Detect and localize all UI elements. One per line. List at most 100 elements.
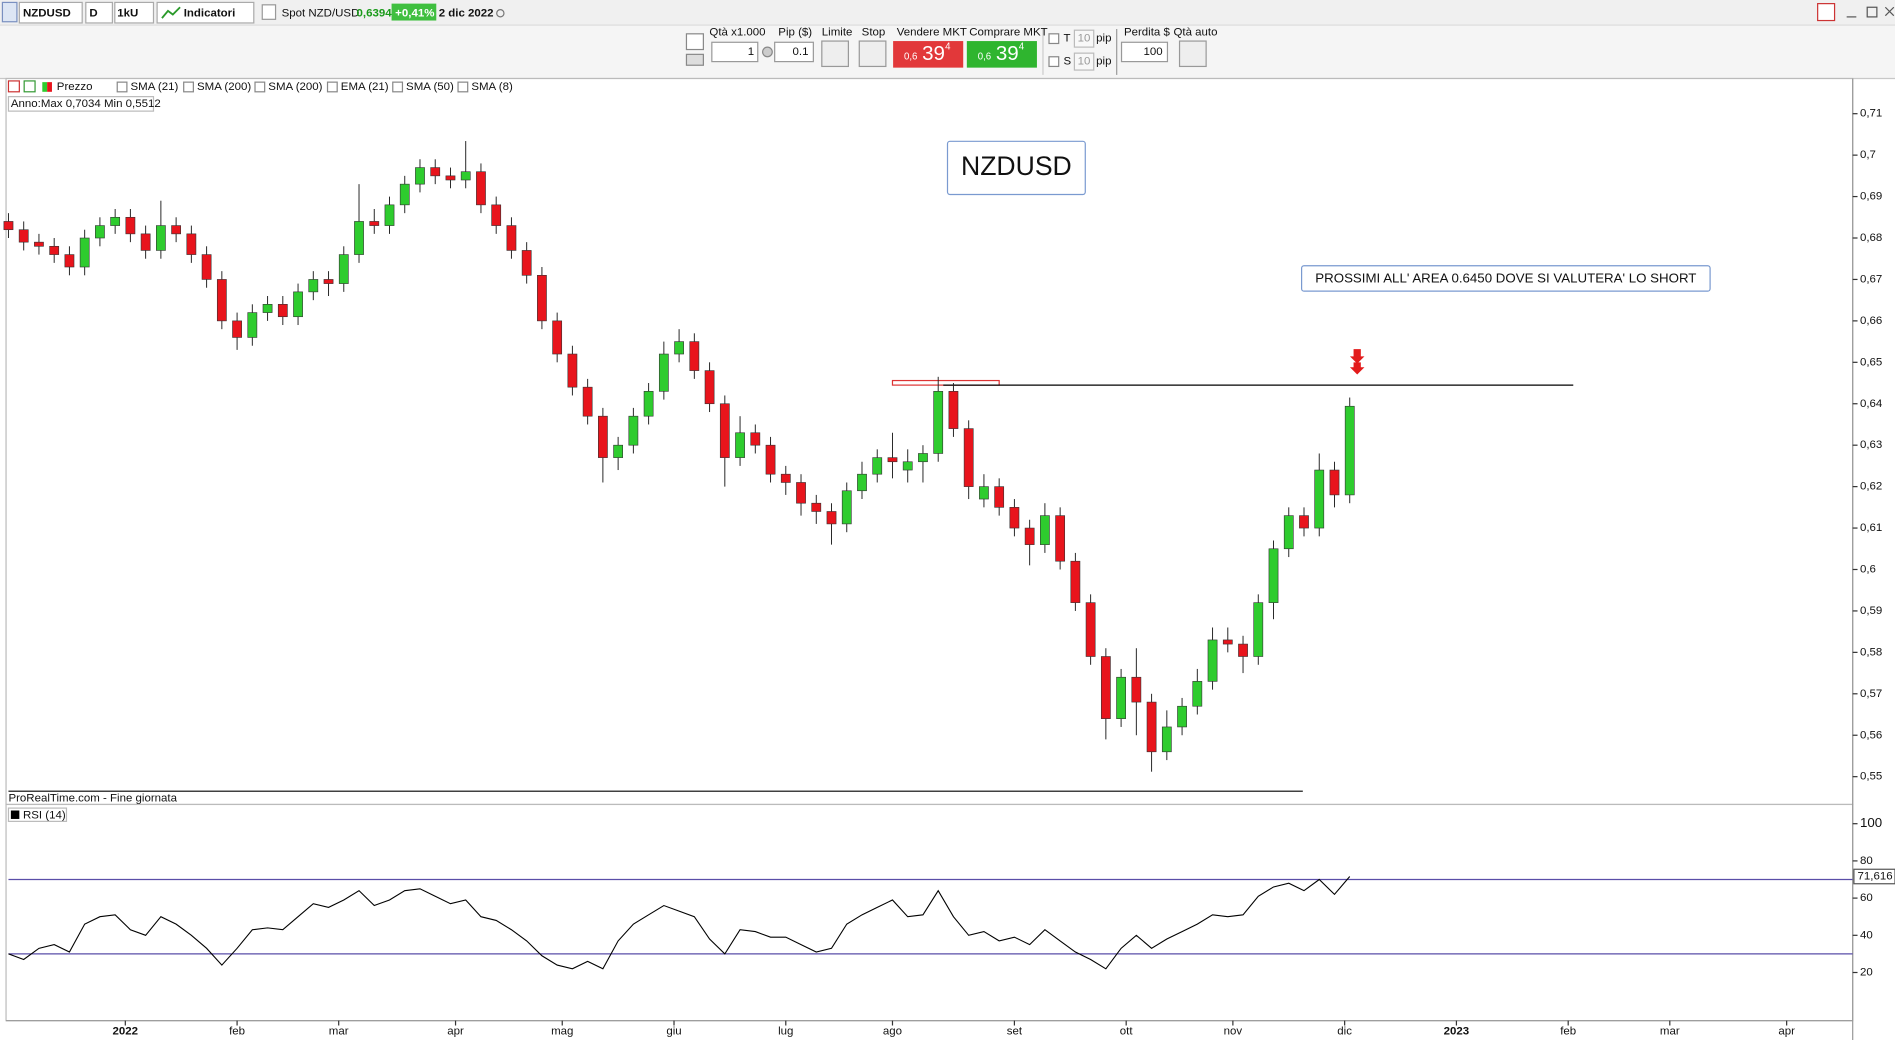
candle-body <box>933 391 944 454</box>
candle-body <box>1283 515 1294 550</box>
current-value: 71,616 <box>1858 871 1893 883</box>
t-value: 10 <box>1078 33 1091 45</box>
candle-body <box>1299 515 1309 529</box>
source: ProRealTime.com - Fine giornata <box>8 792 177 804</box>
symbol-select[interactable] <box>18 1 83 24</box>
candle-body <box>140 233 151 251</box>
link-icon[interactable] <box>761 46 773 58</box>
candle-body <box>1116 676 1126 719</box>
y-tick-label: 0,7 <box>1860 149 1876 161</box>
indicator-checkbox[interactable] <box>392 81 404 93</box>
candle-body <box>1040 515 1050 545</box>
candle-body <box>491 204 502 226</box>
candle-body <box>1207 639 1218 682</box>
x-tick-label: feb <box>229 1026 245 1038</box>
short-arrow <box>1349 349 1365 375</box>
sell-label: Vendere MKT <box>897 27 967 39</box>
candle-body <box>323 279 334 284</box>
candle-body <box>1192 681 1203 707</box>
indicator-label[interactable]: SMA (200) <box>197 81 251 93</box>
s-checkbox[interactable] <box>1048 56 1060 68</box>
candle-body <box>445 175 456 181</box>
candle-body <box>735 432 745 458</box>
s-unit: pip <box>1096 56 1111 68</box>
candle-body <box>1055 515 1066 562</box>
candle-body <box>613 444 624 458</box>
candle-body <box>506 225 517 251</box>
loss: 100 <box>1143 46 1162 58</box>
y-tick-label: 0,69 <box>1860 191 1882 203</box>
add-indicator[interactable] <box>23 80 36 93</box>
candle-body <box>34 241 44 247</box>
x-tick-label: apr <box>447 1026 464 1038</box>
s-input[interactable] <box>1073 52 1095 71</box>
y-tick-label: 0,55 <box>1860 771 1882 783</box>
maximize[interactable] <box>1866 6 1878 18</box>
candle-body <box>750 432 761 446</box>
y-tick-label: 0,59 <box>1860 605 1882 617</box>
sell-button[interactable] <box>893 41 964 68</box>
indicator-checkbox[interactable] <box>254 81 266 93</box>
indicator-label[interactable]: SMA (21) <box>131 81 179 93</box>
add-indicator[interactable] <box>7 80 20 93</box>
candle-body <box>338 254 349 284</box>
rsi-name: RSI (14) <box>23 809 66 821</box>
candle-body <box>1070 560 1081 603</box>
candle-body <box>171 225 181 235</box>
auto-button[interactable] <box>1178 40 1207 68</box>
indicator-checkbox[interactable] <box>116 81 128 93</box>
candle-body <box>537 274 547 322</box>
candle-body <box>354 221 364 255</box>
s-label: S <box>1064 56 1072 68</box>
indicators-button[interactable] <box>156 1 255 24</box>
qty-input[interactable] <box>711 41 759 63</box>
indicator-label[interactable]: SMA (200) <box>268 81 322 93</box>
pip-input[interactable] <box>774 41 814 63</box>
s-value: 10 <box>1078 56 1091 68</box>
indicator-label[interactable]: SMA (50) <box>406 81 454 93</box>
candle-body <box>948 391 959 429</box>
candle-body <box>979 486 989 500</box>
candle-body <box>796 482 806 504</box>
y-tick-label: 0,71 <box>1860 108 1882 120</box>
indicator-checkbox[interactable] <box>326 81 338 93</box>
instrument: Spot NZD/USD <box>282 7 360 19</box>
last-price: 0,6394 <box>357 7 393 19</box>
candle-body <box>1222 639 1233 645</box>
indicator-label[interactable]: Prezzo <box>57 81 93 93</box>
close[interactable] <box>1884 6 1895 17</box>
limit-button[interactable] <box>821 40 850 68</box>
candle-body <box>1238 643 1248 657</box>
rsi-swatch <box>10 810 20 819</box>
app-icon[interactable] <box>1 1 18 23</box>
timeframe-select[interactable] <box>85 1 113 24</box>
indicator-label[interactable]: EMA (21) <box>341 81 389 93</box>
keyboard-icon[interactable] <box>685 53 704 66</box>
loss-input[interactable] <box>1120 41 1169 63</box>
stop-button[interactable] <box>858 40 887 68</box>
candle-body <box>384 204 395 226</box>
tool-icon[interactable] <box>685 33 704 51</box>
x-tick-label: apr <box>1778 1026 1795 1038</box>
t-input[interactable] <box>1073 29 1095 48</box>
candle-body <box>857 473 867 492</box>
current-value-box <box>1853 868 1895 885</box>
indicator-label[interactable]: SMA (8) <box>471 81 513 93</box>
pip: 0.1 <box>793 46 809 58</box>
y-tick-label: 0,64 <box>1860 398 1883 410</box>
y-tick-label: 60 <box>1860 892 1873 904</box>
units-select[interactable] <box>114 1 155 24</box>
indicator-checkbox[interactable] <box>183 81 194 93</box>
candle-body <box>49 245 60 255</box>
buy-price-pips: 39 <box>996 42 1019 65</box>
candle-body <box>110 216 121 226</box>
t-checkbox[interactable] <box>1048 33 1060 45</box>
price-swatch <box>47 82 52 92</box>
candle-body <box>887 457 898 463</box>
indicator-checkbox[interactable] <box>457 81 469 93</box>
info-icon[interactable] <box>261 4 277 20</box>
buy-button[interactable] <box>966 41 1037 68</box>
y-tick-label: 0,65 <box>1860 356 1882 368</box>
y-tick-label: 0,66 <box>1860 315 1882 327</box>
refresh-icon[interactable] <box>1817 3 1836 22</box>
